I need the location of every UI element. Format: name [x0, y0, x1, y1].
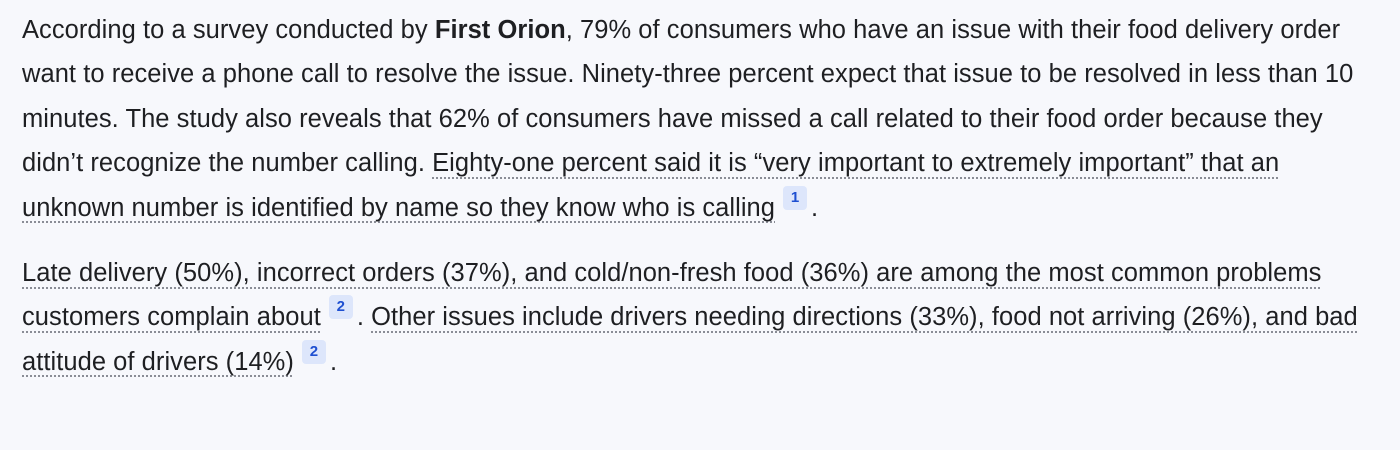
survey-intro-text: According to a survey conducted by	[22, 16, 435, 44]
citation-badge-1[interactable]: 1	[783, 185, 808, 210]
paragraph-survey: According to a survey conducted by First…	[22, 8, 1384, 230]
paragraph-complaints: Late delivery (50%), incorrect orders (3…	[22, 251, 1384, 384]
cited-statement-common-problems[interactable]: Late delivery (50%), incorrect orders (3…	[22, 259, 1322, 332]
article-body: According to a survey conducted by First…	[22, 8, 1384, 384]
cited-statement-unknown-number[interactable]: Eighty-one percent said it is “very impo…	[22, 149, 1280, 222]
citation-badge-2-second[interactable]: 2	[301, 339, 326, 364]
paragraph-end-period: .	[329, 347, 338, 376]
citation-badge-2[interactable]: 2	[328, 295, 353, 320]
paragraph-end-period: .	[811, 193, 819, 222]
survey-findings-text: , 79% of consumers who have an issue wit…	[22, 16, 1354, 178]
first-orion-name: First Orion	[434, 16, 566, 44]
sentence-separator: .	[356, 303, 372, 332]
cited-statement-other-issues[interactable]: Other issues include drivers needing dir…	[22, 303, 1358, 376]
